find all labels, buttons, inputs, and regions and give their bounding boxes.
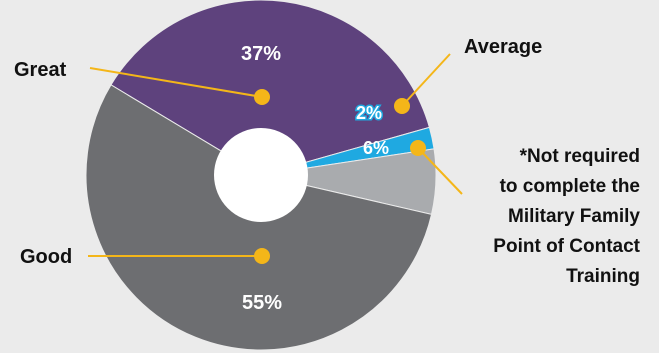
slice-great [110, 0, 431, 176]
callout-dot-good [254, 248, 270, 264]
callout-line-great [89, 67, 263, 98]
callout-dot-average [394, 98, 410, 114]
callout-line-not-required-to [417, 147, 463, 195]
callout-dot-not-required-to [410, 140, 426, 156]
category-label-good: Good [20, 246, 72, 268]
category-label-great: Great [14, 59, 67, 81]
value-label-average: 2% [356, 103, 382, 123]
category-label-not-required-to: *Not required to complete the Military Fam… [493, 146, 640, 287]
donut-hole [214, 128, 308, 222]
callout-dot-great [254, 89, 270, 105]
category-label-average: Average [464, 36, 542, 58]
value-label-not-required-to: 6% [363, 138, 389, 158]
value-label-great: 37% [241, 43, 281, 65]
callout-line-average [401, 53, 451, 107]
value-label-good: 55% [242, 292, 282, 314]
